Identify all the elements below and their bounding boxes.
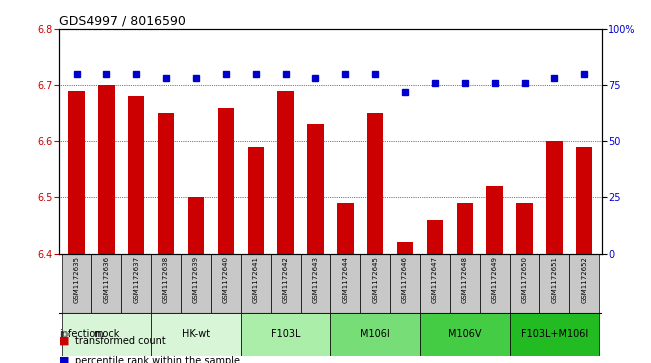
Bar — [68, 91, 85, 254]
Bar — [570, 254, 599, 313]
Bar — [397, 242, 413, 254]
Text: transformed count: transformed count — [75, 336, 165, 346]
Text: GSM1172638: GSM1172638 — [163, 256, 169, 303]
Text: GSM1172642: GSM1172642 — [283, 256, 288, 303]
Bar — [330, 254, 360, 313]
Text: GSM1172648: GSM1172648 — [462, 256, 468, 303]
Bar — [91, 254, 121, 313]
Bar — [420, 313, 510, 356]
Text: GSM1172647: GSM1172647 — [432, 256, 438, 303]
Bar — [510, 313, 599, 356]
Text: GSM1172643: GSM1172643 — [312, 256, 318, 303]
Text: M106I: M106I — [360, 329, 390, 339]
Bar — [98, 85, 115, 254]
Bar — [187, 197, 204, 254]
Bar — [158, 113, 174, 254]
Text: percentile rank within the sample: percentile rank within the sample — [75, 356, 240, 363]
Bar — [480, 254, 510, 313]
Bar — [546, 141, 562, 254]
Bar — [360, 254, 390, 313]
Bar — [62, 254, 91, 313]
Bar — [121, 254, 151, 313]
Bar — [307, 125, 324, 254]
Text: GSM1172650: GSM1172650 — [521, 256, 527, 303]
Bar — [367, 113, 383, 254]
Text: M106V: M106V — [448, 329, 482, 339]
Bar — [211, 254, 241, 313]
Bar — [510, 254, 540, 313]
Bar — [181, 254, 211, 313]
Bar — [420, 254, 450, 313]
Bar — [277, 91, 294, 254]
Bar — [330, 313, 420, 356]
Text: GSM1172637: GSM1172637 — [133, 256, 139, 303]
Bar — [151, 313, 241, 356]
Text: GSM1172651: GSM1172651 — [551, 256, 557, 303]
Text: F103L: F103L — [271, 329, 300, 339]
Text: GSM1172645: GSM1172645 — [372, 256, 378, 303]
Text: infection: infection — [59, 329, 102, 339]
Bar — [390, 254, 420, 313]
Text: GSM1172639: GSM1172639 — [193, 256, 199, 303]
Bar — [217, 108, 234, 254]
Text: GSM1172644: GSM1172644 — [342, 256, 348, 303]
Text: mock: mock — [93, 329, 120, 339]
Bar — [62, 313, 151, 356]
Text: GDS4997 / 8016590: GDS4997 / 8016590 — [59, 15, 186, 28]
Bar — [516, 203, 533, 254]
Bar — [337, 203, 353, 254]
Bar — [247, 147, 264, 254]
Bar — [128, 97, 145, 254]
Text: F103L+M106I: F103L+M106I — [521, 329, 588, 339]
Bar — [540, 254, 570, 313]
Text: GSM1172636: GSM1172636 — [104, 256, 109, 303]
Bar — [241, 254, 271, 313]
Text: GSM1172649: GSM1172649 — [492, 256, 497, 303]
Bar — [426, 220, 443, 254]
Text: GSM1172646: GSM1172646 — [402, 256, 408, 303]
Text: GSM1172640: GSM1172640 — [223, 256, 229, 303]
Bar — [456, 203, 473, 254]
Bar — [576, 147, 592, 254]
Text: GSM1172635: GSM1172635 — [74, 256, 79, 303]
Text: GSM1172641: GSM1172641 — [253, 256, 258, 303]
Bar — [450, 254, 480, 313]
Bar — [486, 186, 503, 254]
Text: GSM1172652: GSM1172652 — [581, 256, 587, 303]
Bar — [301, 254, 330, 313]
Bar — [271, 254, 301, 313]
Text: HK-wt: HK-wt — [182, 329, 210, 339]
Bar — [151, 254, 181, 313]
Text: ■: ■ — [59, 336, 69, 346]
Text: ■: ■ — [59, 356, 69, 363]
Bar — [241, 313, 330, 356]
